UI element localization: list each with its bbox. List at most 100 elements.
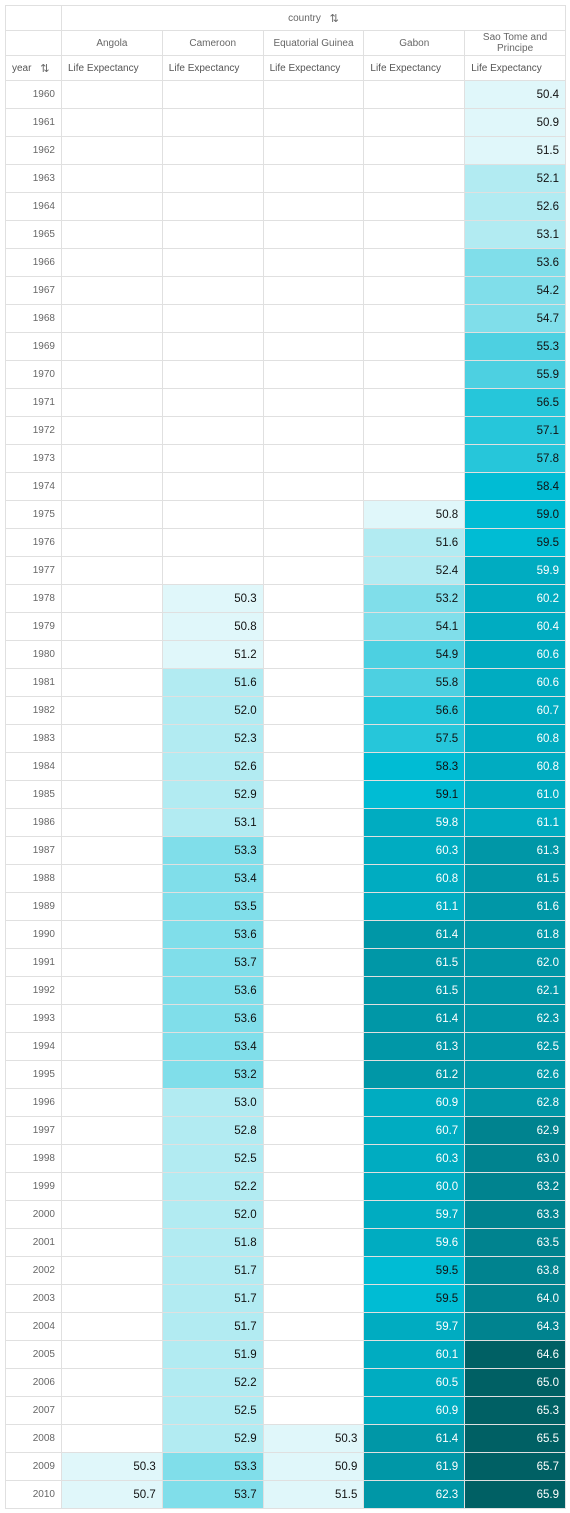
empty-cell[interactable] <box>61 668 163 697</box>
empty-cell[interactable] <box>61 1004 163 1033</box>
value-cell[interactable]: 65.9 <box>464 1480 566 1509</box>
empty-cell[interactable] <box>61 528 163 557</box>
empty-cell[interactable] <box>61 332 163 361</box>
empty-cell[interactable] <box>61 164 163 193</box>
empty-cell[interactable] <box>61 304 163 333</box>
empty-cell[interactable] <box>61 248 163 277</box>
value-cell[interactable]: 63.2 <box>464 1172 566 1201</box>
value-cell[interactable]: 50.9 <box>262 1452 365 1481</box>
value-cell[interactable]: 53.6 <box>161 976 264 1005</box>
value-cell[interactable]: 61.8 <box>464 920 566 949</box>
empty-cell[interactable] <box>262 388 365 417</box>
empty-cell[interactable] <box>262 528 365 557</box>
value-cell[interactable]: 59.5 <box>464 528 566 557</box>
value-cell[interactable]: 63.5 <box>464 1228 566 1257</box>
value-cell[interactable]: 61.4 <box>363 1004 466 1033</box>
value-cell[interactable]: 64.3 <box>464 1312 566 1341</box>
empty-cell[interactable] <box>161 500 264 529</box>
value-cell[interactable]: 61.5 <box>363 948 466 977</box>
empty-cell[interactable] <box>61 780 163 809</box>
value-cell[interactable]: 50.7 <box>61 1480 163 1509</box>
value-cell[interactable]: 54.2 <box>464 276 566 305</box>
value-cell[interactable]: 61.2 <box>363 1060 466 1089</box>
value-cell[interactable]: 60.7 <box>363 1116 466 1145</box>
value-cell[interactable]: 61.6 <box>464 892 566 921</box>
value-cell[interactable]: 51.8 <box>161 1228 264 1257</box>
value-cell[interactable]: 57.5 <box>363 724 466 753</box>
empty-cell[interactable] <box>61 1340 163 1369</box>
empty-cell[interactable] <box>262 1088 365 1117</box>
value-cell[interactable]: 60.1 <box>363 1340 466 1369</box>
empty-cell[interactable] <box>363 248 466 277</box>
value-cell[interactable]: 52.9 <box>161 1424 264 1453</box>
empty-cell[interactable] <box>262 948 365 977</box>
value-cell[interactable]: 53.5 <box>161 892 264 921</box>
country-header[interactable]: Gabon <box>363 30 466 56</box>
empty-cell[interactable] <box>363 136 466 165</box>
value-cell[interactable]: 53.4 <box>161 864 264 893</box>
value-cell[interactable]: 60.4 <box>464 612 566 641</box>
value-cell[interactable]: 51.6 <box>363 528 466 557</box>
value-cell[interactable]: 62.8 <box>464 1088 566 1117</box>
row-dimension-header[interactable]: year ⇅ <box>5 55 62 81</box>
empty-cell[interactable] <box>363 472 466 501</box>
value-cell[interactable]: 52.5 <box>161 1396 264 1425</box>
empty-cell[interactable] <box>161 388 264 417</box>
value-cell[interactable]: 51.7 <box>161 1284 264 1313</box>
empty-cell[interactable] <box>363 332 466 361</box>
value-cell[interactable]: 61.5 <box>363 976 466 1005</box>
empty-cell[interactable] <box>262 1116 365 1145</box>
empty-cell[interactable] <box>262 668 365 697</box>
empty-cell[interactable] <box>262 248 365 277</box>
empty-cell[interactable] <box>61 500 163 529</box>
empty-cell[interactable] <box>61 136 163 165</box>
value-cell[interactable]: 62.1 <box>464 976 566 1005</box>
value-cell[interactable]: 63.0 <box>464 1144 566 1173</box>
empty-cell[interactable] <box>61 696 163 725</box>
empty-cell[interactable] <box>161 416 264 445</box>
empty-cell[interactable] <box>262 920 365 949</box>
value-cell[interactable]: 52.5 <box>161 1144 264 1173</box>
value-cell[interactable]: 60.0 <box>363 1172 466 1201</box>
empty-cell[interactable] <box>262 1284 365 1313</box>
value-cell[interactable]: 61.5 <box>464 864 566 893</box>
value-cell[interactable]: 53.2 <box>161 1060 264 1089</box>
value-cell[interactable]: 50.4 <box>464 80 566 109</box>
value-cell[interactable]: 54.1 <box>363 612 466 641</box>
empty-cell[interactable] <box>61 836 163 865</box>
empty-cell[interactable] <box>161 444 264 473</box>
empty-cell[interactable] <box>363 164 466 193</box>
value-cell[interactable]: 60.8 <box>464 724 566 753</box>
empty-cell[interactable] <box>61 752 163 781</box>
empty-cell[interactable] <box>61 1284 163 1313</box>
empty-cell[interactable] <box>61 948 163 977</box>
value-cell[interactable]: 55.3 <box>464 332 566 361</box>
empty-cell[interactable] <box>262 808 365 837</box>
value-cell[interactable]: 50.3 <box>161 584 264 613</box>
empty-cell[interactable] <box>61 416 163 445</box>
value-cell[interactable]: 63.8 <box>464 1256 566 1285</box>
empty-cell[interactable] <box>161 136 264 165</box>
empty-cell[interactable] <box>262 1060 365 1089</box>
value-cell[interactable]: 53.6 <box>161 1004 264 1033</box>
country-header[interactable]: Cameroon <box>161 30 264 56</box>
empty-cell[interactable] <box>363 80 466 109</box>
empty-cell[interactable] <box>61 1200 163 1229</box>
value-cell[interactable]: 58.4 <box>464 472 566 501</box>
value-cell[interactable]: 52.8 <box>161 1116 264 1145</box>
value-cell[interactable]: 52.6 <box>464 192 566 221</box>
empty-cell[interactable] <box>262 892 365 921</box>
column-dimension-header[interactable]: country ⇅ <box>61 5 566 31</box>
value-cell[interactable]: 65.0 <box>464 1368 566 1397</box>
empty-cell[interactable] <box>262 696 365 725</box>
value-cell[interactable]: 59.8 <box>363 808 466 837</box>
value-cell[interactable]: 62.3 <box>363 1480 466 1509</box>
value-cell[interactable]: 61.0 <box>464 780 566 809</box>
empty-cell[interactable] <box>61 640 163 669</box>
value-cell[interactable]: 53.3 <box>161 836 264 865</box>
empty-cell[interactable] <box>61 584 163 613</box>
value-cell[interactable]: 60.9 <box>363 1396 466 1425</box>
empty-cell[interactable] <box>262 1396 365 1425</box>
empty-cell[interactable] <box>262 1228 365 1257</box>
empty-cell[interactable] <box>61 80 163 109</box>
